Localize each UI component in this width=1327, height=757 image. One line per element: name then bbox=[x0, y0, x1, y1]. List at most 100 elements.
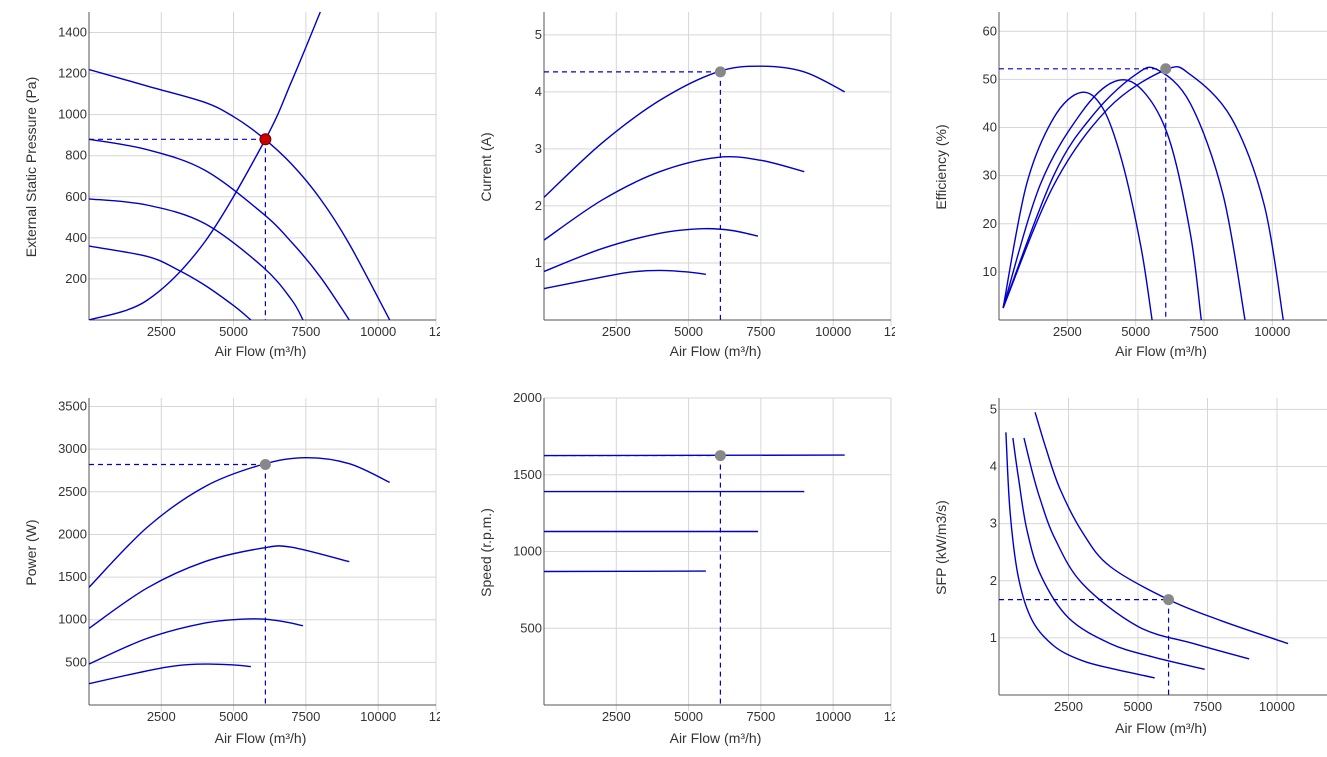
y-tick-label: 2500 bbox=[58, 484, 87, 499]
y-tick-label: 600 bbox=[65, 189, 87, 204]
y-tick-label: 2000 bbox=[513, 390, 542, 405]
x-axis-title: Air Flow (m³/h) bbox=[1115, 343, 1207, 359]
x-tick-label: 2500 bbox=[602, 324, 631, 339]
x-tick-label: 7500 bbox=[291, 324, 320, 339]
y-tick-label: 2 bbox=[535, 198, 542, 213]
x-tick-label: 7500 bbox=[746, 324, 775, 339]
y-tick-label: 800 bbox=[65, 148, 87, 163]
y-tick-label: 4 bbox=[990, 459, 997, 474]
series-line-3 bbox=[1002, 66, 1246, 320]
series-line-4 bbox=[89, 663, 251, 685]
efficiency-chart-svg: 2500 5000 7500 10000 10 20 30 40 50 60 Air Flow (m… bbox=[933, 12, 1327, 359]
y-axis-title: SFP (kW/m3/s) bbox=[933, 500, 949, 595]
x-tick-label: 10000 bbox=[1259, 699, 1295, 714]
y-tick-label: 60 bbox=[983, 23, 997, 38]
series-line-5 bbox=[89, 11, 321, 320]
chart-efficiency: 2500 5000 7500 10000 10 20 30 40 50 60 Air Flow (m… bbox=[910, 0, 1327, 378]
x-tick-label: 12 bbox=[884, 709, 895, 724]
x-axis-title: Air Flow (m³/h) bbox=[670, 730, 762, 746]
y-tick-label: 500 bbox=[65, 654, 87, 669]
plot-area bbox=[544, 65, 846, 290]
series-line-1 bbox=[544, 65, 846, 198]
y-axis-title: Efficiency (%) bbox=[933, 124, 949, 209]
x-tick-label: 5000 bbox=[219, 324, 248, 339]
x-tick-label: 7500 bbox=[1190, 324, 1219, 339]
x-tick-label: 12 bbox=[429, 709, 440, 724]
y-tick-label: 200 bbox=[65, 271, 87, 286]
pressure-chart-svg: 2500 5000 7500 10000 12 200 400 600 800 1000 1200 1… bbox=[23, 11, 440, 359]
series-line-2 bbox=[89, 545, 350, 629]
y-axis-title: Power (W) bbox=[23, 519, 39, 585]
y-tick-label: 2000 bbox=[58, 526, 87, 541]
x-tick-label: 5000 bbox=[1121, 324, 1150, 339]
x-axis-title: Air Flow (m³/h) bbox=[215, 730, 307, 746]
y-tick-label: 1 bbox=[535, 255, 542, 270]
sfp-chart-svg: 2500 5000 7500 10000 1 2 3 4 5 Air Flow (m³/h) SFP… bbox=[933, 398, 1327, 736]
series-line-1 bbox=[544, 454, 845, 457]
y-tick-label: 1000 bbox=[513, 544, 542, 559]
series-line-4 bbox=[544, 269, 706, 290]
plot-area bbox=[89, 456, 390, 685]
series-line-1 bbox=[1002, 91, 1153, 320]
x-tick-label: 7500 bbox=[746, 709, 775, 724]
y-tick-label: 1500 bbox=[513, 467, 542, 482]
x-tick-label: 10000 bbox=[360, 324, 396, 339]
series-line-4 bbox=[89, 245, 252, 320]
plot-area bbox=[89, 11, 391, 320]
series-line-1 bbox=[89, 456, 390, 588]
y-tick-label: 20 bbox=[983, 216, 997, 231]
x-tick-label: 2500 bbox=[147, 709, 176, 724]
plot-area bbox=[1002, 65, 1284, 320]
x-tick-label: 7500 bbox=[291, 709, 320, 724]
series-line-4 bbox=[1002, 65, 1284, 320]
y-axis-title: External Static Pressure (Pa) bbox=[23, 77, 39, 258]
series-line-3 bbox=[89, 618, 304, 665]
y-tick-label: 5 bbox=[990, 401, 997, 416]
y-tick-label: 1000 bbox=[58, 612, 87, 627]
series-line-3 bbox=[1023, 437, 1250, 660]
x-tick-label: 5000 bbox=[219, 709, 248, 724]
operating-point-marker bbox=[1163, 594, 1175, 606]
plot-area bbox=[1005, 412, 1289, 679]
x-tick-label: 5000 bbox=[674, 709, 703, 724]
y-tick-label: 5 bbox=[535, 27, 542, 42]
x-tick-label: 5000 bbox=[674, 324, 703, 339]
x-tick-label: 10000 bbox=[815, 324, 851, 339]
x-axis-title: Air Flow (m³/h) bbox=[670, 343, 762, 359]
series-line-1 bbox=[1005, 432, 1155, 679]
operating-point-marker bbox=[1160, 63, 1172, 75]
x-tick-label: 2500 bbox=[147, 324, 176, 339]
y-tick-label: 1 bbox=[990, 630, 997, 645]
y-tick-label: 50 bbox=[983, 71, 997, 86]
series-line-4 bbox=[1034, 412, 1289, 645]
x-axis-title: Air Flow (m³/h) bbox=[1115, 720, 1207, 736]
chart-pressure: 2500 5000 7500 10000 12 200 400 600 800 1000 1200 1… bbox=[0, 0, 440, 378]
y-tick-label: 3 bbox=[990, 516, 997, 531]
y-axis-title: Current (A) bbox=[478, 132, 494, 201]
y-tick-label: 1400 bbox=[58, 25, 87, 40]
x-tick-label: 2500 bbox=[602, 709, 631, 724]
series-line-2 bbox=[89, 138, 350, 320]
y-tick-label: 500 bbox=[520, 620, 542, 635]
plot-area bbox=[544, 454, 845, 573]
y-tick-label: 3 bbox=[535, 141, 542, 156]
y-tick-label: 10 bbox=[983, 264, 997, 279]
x-axis-title: Air Flow (m³/h) bbox=[215, 343, 307, 359]
y-tick-label: 3000 bbox=[58, 441, 87, 456]
series-line-2 bbox=[1012, 437, 1205, 670]
y-tick-label: 1500 bbox=[58, 569, 87, 584]
y-tick-label: 400 bbox=[65, 230, 87, 245]
series-line-2 bbox=[1002, 79, 1202, 320]
operating-point-marker bbox=[259, 459, 271, 471]
operating-point-marker bbox=[714, 66, 726, 78]
y-tick-label: 3500 bbox=[58, 399, 87, 414]
power-chart-svg: 2500 5000 7500 10000 12500100015002000250030… bbox=[23, 398, 440, 746]
operating-point-marker bbox=[259, 133, 272, 146]
x-tick-label: 2500 bbox=[1053, 324, 1082, 339]
x-tick-label: 5000 bbox=[1124, 699, 1153, 714]
y-tick-label: 30 bbox=[983, 168, 997, 183]
y-tick-label: 1200 bbox=[58, 66, 87, 81]
series-line-3 bbox=[89, 198, 304, 320]
